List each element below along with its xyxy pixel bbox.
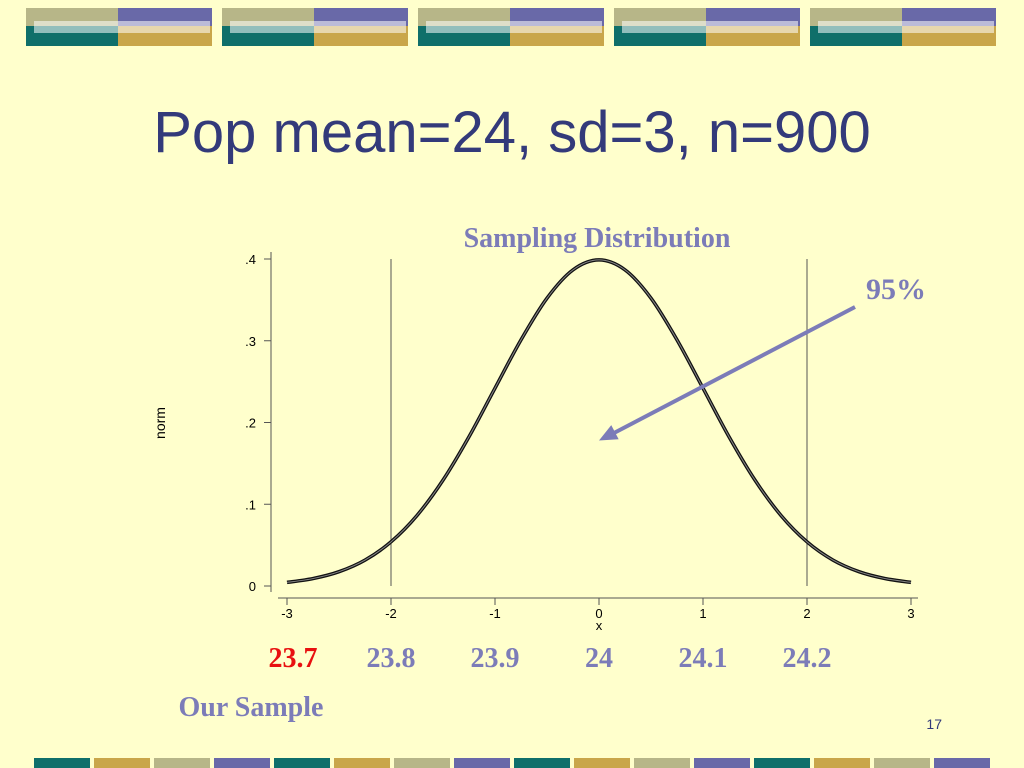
band-segment [814,758,870,768]
x-axis-label: x [596,618,603,633]
x-tick-label: 1 [699,606,706,621]
band-segment [394,758,450,768]
arrow-head [599,425,619,441]
our-sample-caption: Our Sample [179,692,324,723]
annotation-arrow [599,305,856,441]
y-tick-label: .1 [245,497,256,512]
plot-area [286,258,912,586]
band-segment [874,758,930,768]
band-block [810,8,996,46]
sample-label: 23.9 [471,643,520,674]
arrow-shaft [612,305,856,436]
y-tick-label: .2 [245,416,256,431]
chart-axes: .4 .3 .2 .1 0 -3 -2 -1 0 1 2 3 [245,252,918,621]
band-segment [514,758,570,768]
annotation-95-percent: 95% [866,273,926,306]
band-segment [694,758,750,768]
band-segment [454,758,510,768]
normal-curve-line [286,258,912,585]
x-tick-label: 3 [907,606,914,621]
y-tick-label: 0 [249,579,256,594]
band-segment [34,758,90,768]
band-block [222,8,408,46]
band-segment [334,758,390,768]
band-segment [934,758,990,768]
y-axis-label: norm [152,407,168,439]
sample-label: 24.1 [679,643,728,674]
slide-number: 17 [926,716,942,732]
x-tick-label: 2 [803,606,810,621]
band-block [418,8,604,46]
band-segment [214,758,270,768]
band-block [614,8,800,46]
top-decorative-band [26,8,996,46]
band-segment [274,758,330,768]
normal-curve-highlight [286,259,912,583]
sample-label: 23.8 [367,643,416,674]
y-tick-label: .3 [245,334,256,349]
chart-title: Sampling Distribution [464,223,731,254]
bottom-decorative-band [34,758,990,768]
band-segment [154,758,210,768]
x-tick-label: -1 [489,606,501,621]
band-segment [94,758,150,768]
x-tick-label: -3 [281,606,293,621]
sample-label-highlighted: 23.7 [269,643,318,674]
y-tick-label: .4 [245,252,256,267]
band-segment [574,758,630,768]
band-segment [754,758,810,768]
sample-label: 24 [585,643,613,674]
band-block [26,8,212,46]
x-tick-label: 0 [595,606,602,621]
slide-title: Pop mean=24, sd=3, n=900 [153,100,871,165]
x-tick-label: -2 [385,606,397,621]
band-segment [634,758,690,768]
sample-mean-axis: 23.7 23.8 23.9 24 24.1 24.2 [269,643,832,674]
sample-label: 24.2 [783,643,832,674]
